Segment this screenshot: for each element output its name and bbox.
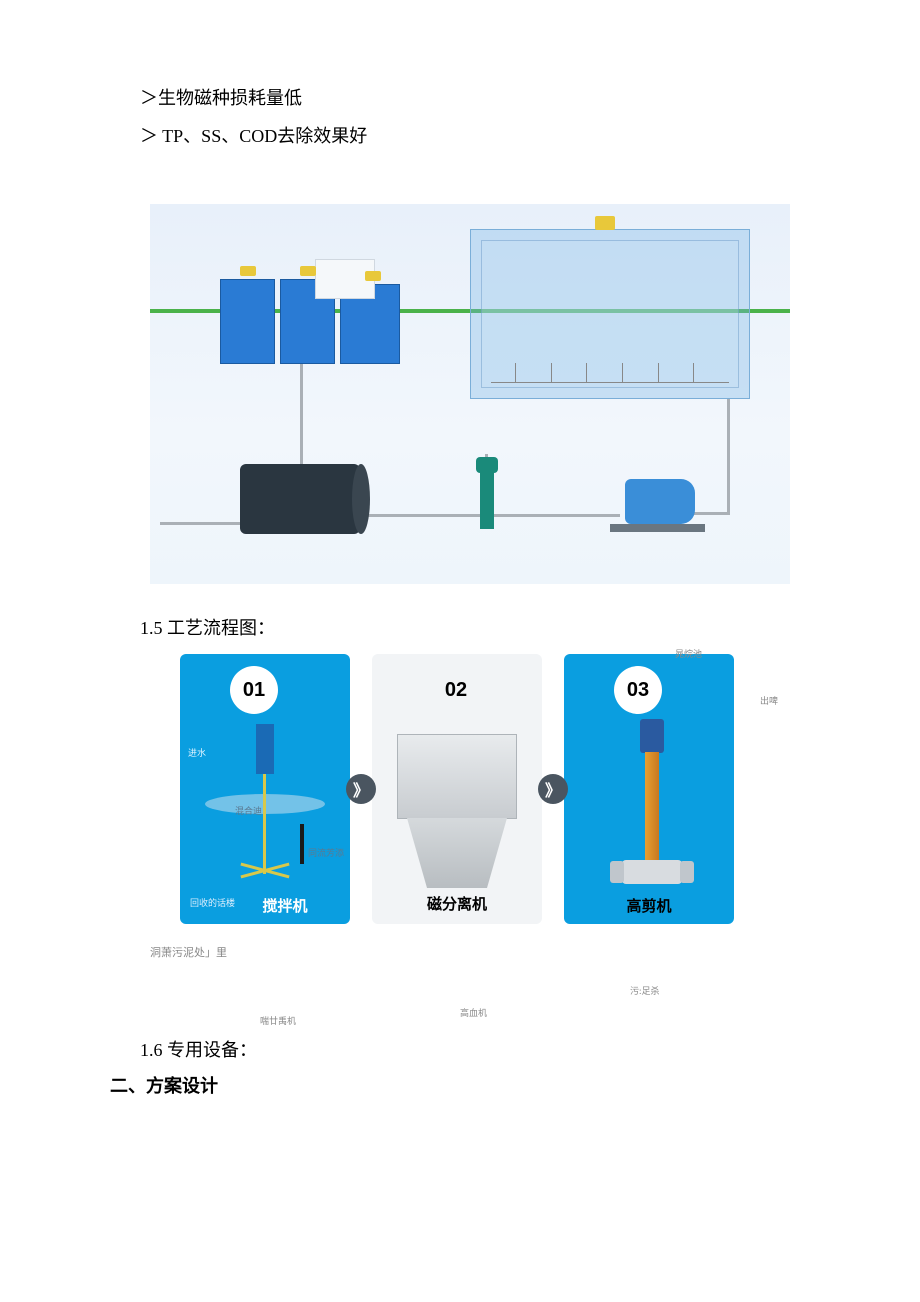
flow-arrow-1: 》 <box>346 774 376 804</box>
flow-card-02: 02 磁分离机 <box>372 654 542 924</box>
shear-base <box>622 860 682 884</box>
label-wuzu: 污:足杀 <box>630 984 660 997</box>
flow-num-02: 02 <box>432 666 480 714</box>
tank-drive <box>595 216 615 230</box>
vbar <box>300 824 304 864</box>
shear-device <box>480 469 494 529</box>
mixer-shaft <box>263 774 266 874</box>
mixer-cap-2 <box>300 266 316 276</box>
shear-body <box>645 752 659 862</box>
pipe-drum-in <box>160 522 240 525</box>
label-tongliu: 同流芳添 <box>308 846 344 859</box>
sedimentation-tank <box>470 229 750 399</box>
scraper-rake <box>491 353 729 383</box>
flow-num-01: 01 <box>230 666 278 714</box>
flow-card-03: 03 高剪机 <box>564 654 734 924</box>
label-chuanyu: 喘廿禹机 <box>260 1014 296 1027</box>
below-line-1: 洞萧污泥处」里 <box>150 944 790 960</box>
magnetic-drum <box>240 464 360 534</box>
label-chupi: 出啤 <box>760 694 778 707</box>
pipe-return-v1 <box>727 399 730 514</box>
flow-num-03: 03 <box>614 666 662 714</box>
mixer-motor <box>256 724 274 774</box>
pump-base <box>610 524 705 532</box>
process-flow-row: 01 进水 混合迪 同流芳添 回收的话楼 搅拌机 》 02 磁分离机 》 03 … <box>180 654 790 924</box>
label-gaoxue: 高血机 <box>460 1006 487 1019</box>
separator-body <box>397 734 517 819</box>
flow-caption-03: 高剪机 <box>564 895 734 916</box>
flow-caption-01: 搅拌机 <box>200 895 350 916</box>
process-3d-diagram <box>150 204 790 584</box>
shear-motor <box>640 719 664 753</box>
label-chenxianchi: 晁烷池 <box>675 647 702 660</box>
shear-flange-l <box>610 861 624 883</box>
flow-caption-02: 磁分离机 <box>372 893 542 914</box>
section-1-6-heading: 1.6 专用设备： <box>140 1036 790 1062</box>
flow-arrow-2: 》 <box>538 774 568 804</box>
bullet-1: ＞生物磁种损耗量低 <box>140 80 790 116</box>
mixer-cap-1 <box>240 266 256 276</box>
sludge-pump <box>625 479 695 524</box>
shear-flange-r <box>680 861 694 883</box>
label-jinshui: 进水 <box>188 746 206 759</box>
mixer-cap-3 <box>365 271 381 281</box>
below-label-row: 污:足杀 高血机 喘廿禹机 <box>140 974 790 1034</box>
section-2-heading: 二、方案设计 <box>110 1072 790 1098</box>
separator-hopper <box>407 818 507 888</box>
section-1-5-heading: 1.5 工艺流程图： <box>140 614 790 640</box>
flow-card-01: 01 进水 混合迪 同流芳添 回收的话楼 搅拌机 <box>180 654 350 924</box>
bullet-2: ＞ TP、SS、COD去除效果好 <box>140 118 790 154</box>
tank-1 <box>220 279 275 364</box>
label-hunhe: 混合迪 <box>235 804 262 817</box>
